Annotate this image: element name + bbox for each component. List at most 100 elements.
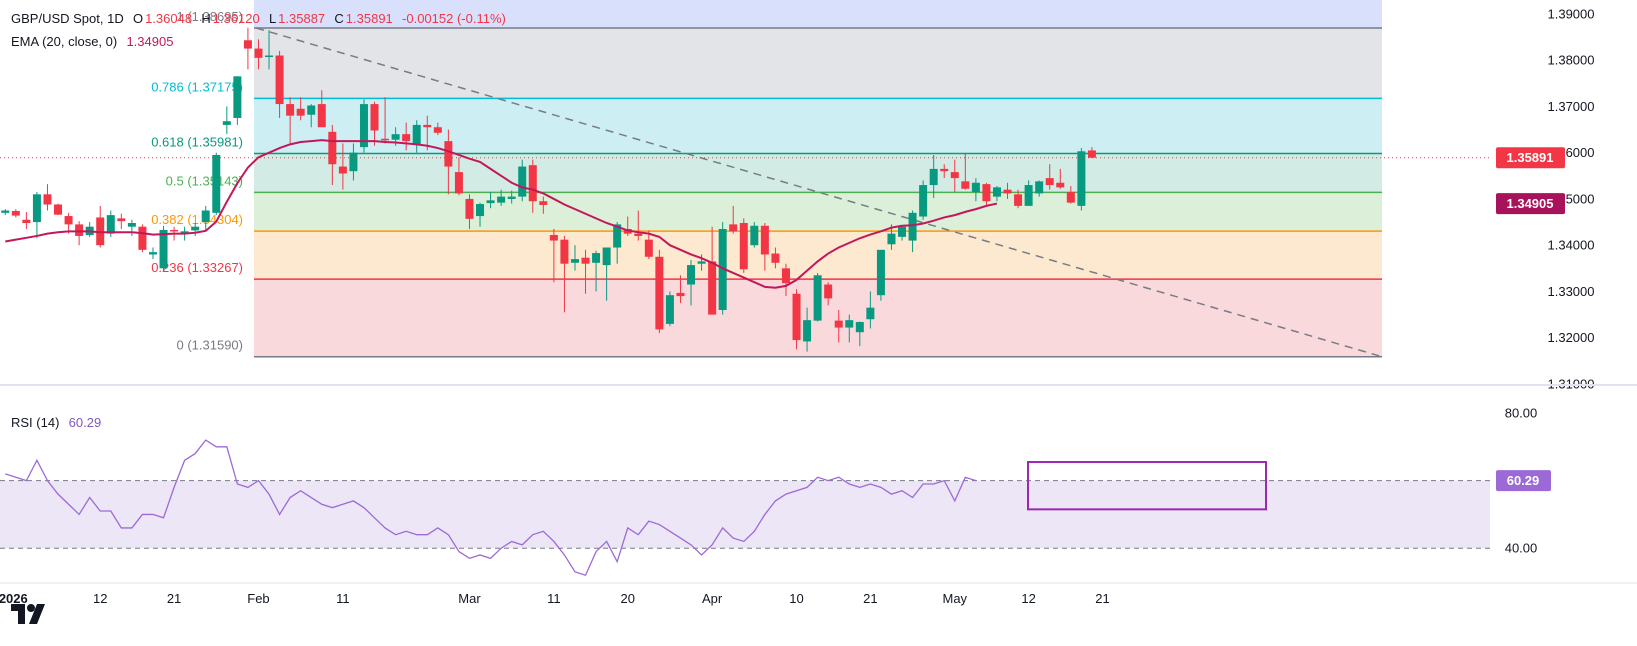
last-price-badge [1496,147,1565,169]
fib-label-0.382: 0.382 (1.34304) [151,212,243,227]
low-value: 1.35887 [278,11,326,26]
fib-band-0.618 [254,153,1382,193]
open-label: O [132,11,144,26]
candle-body [1087,150,1096,158]
candle [370,101,379,146]
last-price-label: 1.35891 [1507,150,1554,165]
candle [1035,180,1044,197]
candle-body [180,231,189,234]
candle-body [1045,178,1054,186]
candle-body [676,292,685,297]
candle [75,221,84,246]
candle [1,209,10,216]
candle [1066,185,1075,204]
time-tick: 11 [547,591,561,606]
candle-body [423,124,432,128]
candle-body [697,261,706,264]
candle-body [497,196,506,203]
candle [54,203,63,216]
ema-price-badge [1496,193,1565,215]
candle [940,164,949,179]
candle [381,97,390,144]
candle [824,282,833,306]
candle-body [117,218,126,222]
candle [497,189,506,206]
candle-body [655,256,664,330]
candle [212,152,221,216]
candle-body [233,76,242,118]
candle-body [687,265,696,285]
candle-body [64,216,73,225]
candle [1045,164,1054,190]
candle [539,196,548,214]
price-tick: 1.39000 [1548,6,1595,21]
candle [992,185,1001,202]
candle-body [317,104,326,128]
candle-body [106,215,115,234]
candle-body [127,222,136,227]
candle-body [349,152,358,172]
time-tick: 10 [789,591,803,606]
candle-body [950,172,959,179]
candle-body [834,320,843,328]
candle-body [191,226,200,231]
candle-body [908,212,917,241]
fib-label-0.5: 0.5 (1.35143) [166,173,243,188]
candle [465,194,474,230]
price-axis-bg [1490,0,1637,641]
candle [919,180,928,220]
tradingview-logo-icon[interactable] [11,600,47,628]
candle [32,192,41,239]
candle-body [444,141,453,167]
candle [581,249,590,294]
candle-body [803,320,812,342]
candle [560,235,569,313]
candle-body [1003,189,1012,194]
candle-body [613,224,622,248]
candle-body [644,239,653,257]
price-tick: 1.38000 [1548,53,1595,68]
ema-label: EMA (20, close, 0) [11,34,118,49]
close-label: C [334,11,344,26]
candle-body [518,166,527,197]
candle [570,245,579,271]
candle [317,90,326,128]
candle-body [507,196,516,199]
candle-body [1024,185,1033,206]
candle-body [465,198,474,219]
candle [528,159,537,213]
candle-body [708,261,717,315]
candle [655,249,664,334]
candle-body [1,210,10,213]
candle [866,291,875,329]
rsi-legend: RSI (14) 60.29 [11,415,103,430]
candle-body [412,124,421,145]
fib-label-0.618: 0.618 (1.35981) [151,135,243,150]
candle-body [929,168,938,186]
candle-body [476,204,485,217]
fib-band-0.786 [254,98,1382,154]
candle [834,309,843,343]
candle [159,225,168,271]
candle [275,50,284,118]
candle-body [813,275,822,321]
candle [613,222,622,264]
candle-body [201,210,210,223]
time-tick: Mar [458,591,481,606]
candle-body [961,181,970,189]
candle [813,272,822,322]
candle [359,99,368,153]
candle [592,250,601,292]
candle [307,104,316,128]
candle-body [370,104,379,131]
candle [1087,147,1096,158]
low-label: L [268,11,277,26]
rsi-tick: 80.00 [1505,406,1538,421]
candle [876,249,885,301]
candle-body [433,127,442,133]
fib-band-1 [254,27,1382,99]
candle [486,192,495,209]
time-tick: 2026 [0,591,28,606]
time-tick: May [942,591,967,606]
